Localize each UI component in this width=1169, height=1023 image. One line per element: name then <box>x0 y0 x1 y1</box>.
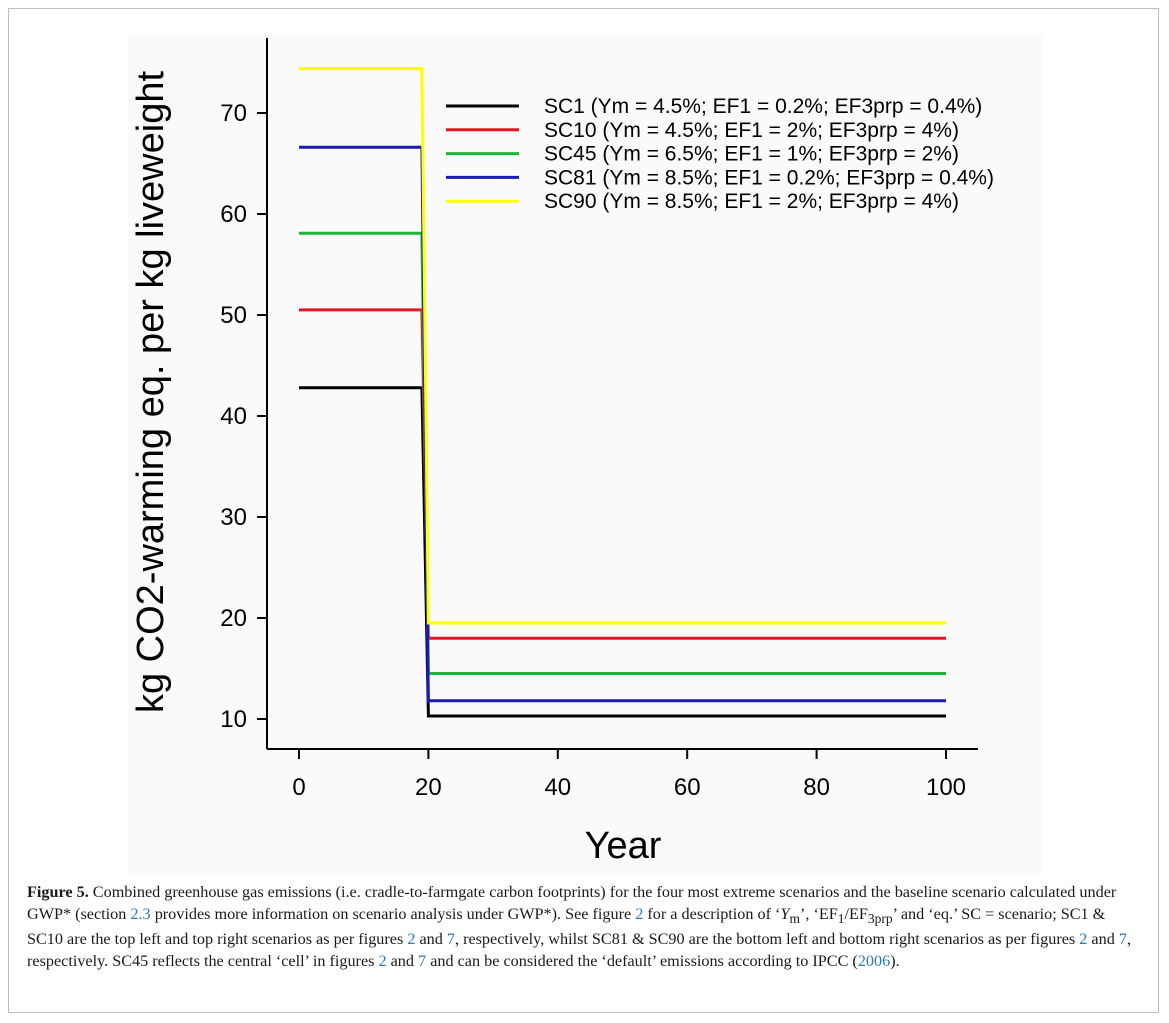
x-tick-label: 40 <box>544 774 571 801</box>
y-tick-label: 60 <box>220 201 247 228</box>
caption-text: Combined greenhouse gas emissions (i.e. … <box>27 883 1117 923</box>
y-ticks: 10 20 30 40 50 60 70 <box>220 100 267 733</box>
legend: SC1 (Ym = 4.5%; EF1 = 0.2%; EF3prp = 0.4… <box>446 95 994 213</box>
caption-text: and <box>415 930 447 949</box>
figure-link[interactable]: 2 <box>635 904 644 923</box>
figure-link[interactable]: 7 <box>446 930 455 949</box>
caption-text: ’, ‘EF <box>799 904 838 923</box>
figure-link[interactable]: 2 <box>1079 930 1088 949</box>
series-line-1 <box>299 386 946 718</box>
citation-link[interactable]: 2006 <box>857 951 891 970</box>
x-tick-label: 80 <box>803 774 830 801</box>
x-tick-label: 20 <box>415 774 442 801</box>
figure-link[interactable]: 2 <box>378 951 387 970</box>
x-ticks: 0 20 40 60 80 100 <box>292 749 966 801</box>
caption-text: and can be considered the ‘default’ emis… <box>426 951 858 970</box>
figure-link[interactable]: 7 <box>1118 930 1127 949</box>
y-tick-label: 30 <box>220 504 247 531</box>
x-tick-label: 100 <box>926 774 966 801</box>
symbol-ym-subscript: m <box>789 910 800 926</box>
series-line-4 <box>299 145 946 703</box>
x-tick-label: 0 <box>292 774 305 801</box>
y-axis-title: kg CO2-warming eq. per kg liveweight <box>130 71 172 713</box>
caption-text: for a description of ‘ <box>643 904 781 923</box>
figure-caption: Figure 5. Combined greenhouse gas emissi… <box>27 882 1137 972</box>
legend-label: SC90 (Ym = 8.5%; EF1 = 2%; EF3prp = 4%) <box>544 190 959 213</box>
figure-link[interactable]: 2 <box>407 930 416 949</box>
legend-label: SC45 (Ym = 6.5%; EF1 = 1%; EF3prp = 2%) <box>544 143 959 166</box>
figure-link[interactable]: 7 <box>418 951 427 970</box>
caption-text: ). <box>890 951 900 970</box>
series-line-2 <box>299 308 946 640</box>
symbol-ef1-subscript: 1 <box>837 910 845 926</box>
caption-text: provides more information on scenario an… <box>150 904 636 923</box>
x-tick-label: 60 <box>674 774 701 801</box>
plot-background <box>128 35 1043 873</box>
symbol-ym: Y <box>780 904 790 923</box>
caption-text: ’ and ‘eq.’ SC = scenario; SC1 & SC10 ar… <box>27 904 1106 949</box>
y-tick-label: 40 <box>220 403 247 430</box>
legend-label: SC81 (Ym = 8.5%; EF1 = 0.2%; EF3prp = 0.… <box>544 166 994 189</box>
caption-text: and <box>1087 930 1119 949</box>
y-tick-label: 50 <box>220 302 247 329</box>
caption-text: , respectively. SC45 reflects the centra… <box>27 930 1131 970</box>
series-line-5 <box>299 67 946 625</box>
line-chart: 0 20 40 60 80 100 10 20 30 40 50 60 70 SC1 (Ym = 4.… <box>130 38 994 867</box>
x-axis-title: Year <box>585 825 662 867</box>
series-line-3 <box>299 231 946 675</box>
symbol-ef3prp-subscript: 3prp <box>867 910 893 926</box>
caption-text: , respectively, whilst SC81 & SC90 are t… <box>454 930 1080 949</box>
caption-text: /EF <box>844 904 868 923</box>
y-tick-label: 10 <box>220 706 247 733</box>
y-tick-label: 70 <box>220 100 247 127</box>
legend-label: SC1 (Ym = 4.5%; EF1 = 0.2%; EF3prp = 0.4… <box>544 95 982 118</box>
caption-label: Figure 5. <box>27 883 89 901</box>
y-tick-label: 20 <box>220 605 247 632</box>
caption-text: and <box>386 951 419 970</box>
series-lines <box>299 67 946 718</box>
section-link[interactable]: 2.3 <box>130 904 151 923</box>
legend-label: SC10 (Ym = 4.5%; EF1 = 2%; EF3prp = 4%) <box>544 119 959 142</box>
